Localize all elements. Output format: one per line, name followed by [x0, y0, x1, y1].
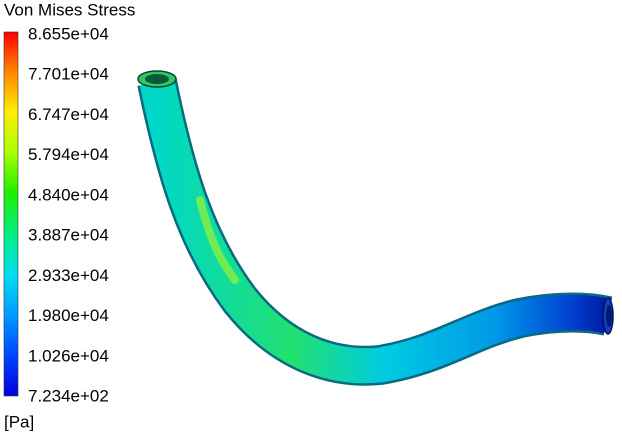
pipe-bore-top — [145, 74, 169, 84]
tick-label: 5.794e+04 — [28, 145, 109, 164]
tick-label: 3.887e+04 — [28, 226, 109, 245]
tick-label: 6.747e+04 — [28, 105, 109, 124]
tick-labels: 8.655e+04 7.701e+04 6.747e+04 5.794e+04 4.84… — [28, 24, 109, 405]
pipe-body — [139, 78, 612, 384]
pipe-model — [137, 70, 614, 386]
tick-label: 7.701e+04 — [28, 65, 109, 84]
stress-highlight — [196, 196, 239, 284]
tick-label: 7.234e+02 — [28, 386, 109, 405]
legend-unit: [Pa] — [4, 412, 34, 431]
tick-label: 1.980e+04 — [28, 306, 109, 325]
legend-title: Von Mises Stress — [4, 0, 135, 19]
tick-label: 2.933e+04 — [28, 266, 109, 285]
tick-label: 1.026e+04 — [28, 346, 109, 365]
color-bar — [3, 31, 19, 397]
tick-label: 8.655e+04 — [28, 24, 109, 43]
tick-label: 4.840e+04 — [28, 185, 109, 204]
pipe-bore-right — [606, 305, 612, 327]
